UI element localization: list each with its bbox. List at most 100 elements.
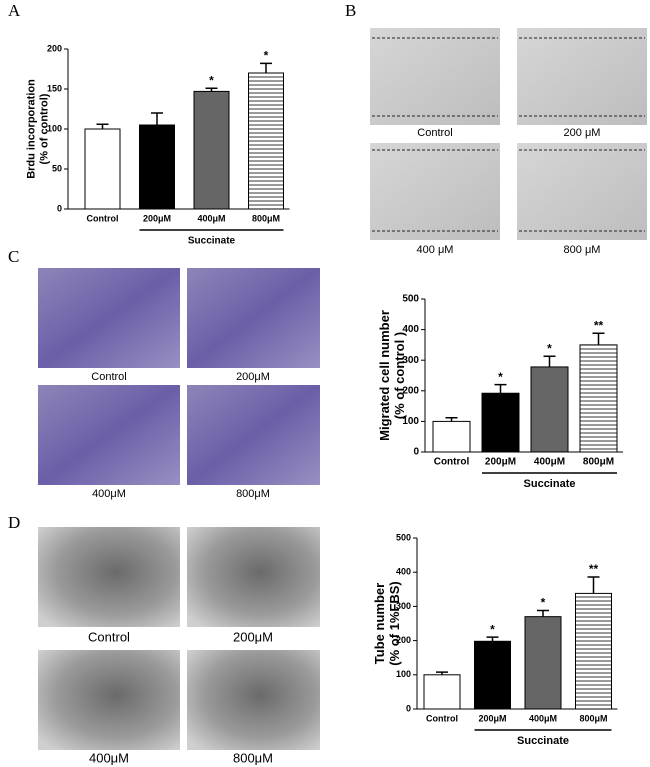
micrograph	[517, 143, 647, 240]
wound-edges	[372, 37, 645, 232]
x-tick-label: 200μM	[478, 713, 506, 723]
group-label: Succinate	[517, 735, 569, 747]
y-axis-label: (% of control )	[392, 332, 407, 419]
y-tick-label: 300	[402, 355, 419, 366]
error-bar	[205, 87, 218, 92]
micrographs-b	[370, 28, 647, 240]
micrograph	[187, 527, 320, 627]
group-label: Succinate	[188, 236, 236, 247]
significance-mark: *	[264, 49, 269, 63]
error-bar	[587, 576, 600, 594]
x-tick-label: 800μM	[252, 213, 280, 223]
x-tick-label: 400μM	[529, 713, 557, 723]
micrograph	[187, 268, 320, 368]
y-tick-label: 200	[402, 385, 419, 396]
y-tick-label: 100	[47, 123, 62, 133]
x-tick-label: 800μM	[579, 713, 607, 723]
x-tick-label: 400μM	[534, 457, 565, 468]
y-tick-label: 0	[406, 703, 411, 713]
error-bar	[260, 62, 272, 73]
micrograph	[370, 143, 500, 240]
image-caption: 200 μM	[564, 127, 601, 139]
micrograph	[38, 268, 180, 368]
y-tick-label: 150	[47, 83, 62, 93]
y-tick-label: 400	[396, 567, 411, 577]
y-tick-label: 100	[396, 669, 411, 679]
y-axis-label: Tube number	[372, 583, 387, 664]
image-caption: Control	[417, 127, 452, 139]
image-caption: 400 μM	[417, 244, 454, 256]
error-bar	[96, 123, 109, 129]
error-bar	[543, 355, 556, 367]
image-caption: 800μM	[233, 750, 273, 765]
micrograph	[38, 527, 180, 627]
y-tick-label: 400	[402, 324, 419, 335]
significance-mark: *	[209, 73, 214, 87]
significance-mark: *	[490, 622, 495, 636]
micrographs-c	[38, 268, 320, 485]
y-tick-label: 200	[47, 43, 62, 53]
y-axis-label: (% of 1%FBS)	[387, 581, 402, 666]
significance-mark: *	[498, 370, 503, 384]
error-bar	[537, 609, 549, 617]
bar	[139, 124, 175, 210]
micrograph	[517, 28, 647, 125]
bar	[524, 616, 562, 710]
y-tick-label: 500	[396, 532, 411, 542]
significance-mark: **	[589, 562, 599, 576]
y-axis-label: (% of control)	[38, 93, 50, 164]
image-caption: 800μM	[236, 488, 270, 500]
x-tick-label: 800μM	[583, 457, 614, 468]
image-caption: 800 μM	[564, 244, 601, 256]
image-caption: 400μM	[92, 488, 126, 500]
image-caption: Control	[88, 629, 130, 644]
y-tick-label: 50	[52, 163, 62, 173]
x-tick-label: 200μM	[143, 213, 171, 223]
panel-label: B	[345, 1, 356, 20]
error-bar	[151, 112, 163, 125]
panel-label: D	[8, 513, 20, 532]
y-tick-label: 0	[57, 203, 62, 213]
x-tick-label: Control	[426, 713, 458, 723]
micrograph	[187, 650, 320, 750]
x-tick-label: 200μM	[485, 457, 516, 468]
bar	[193, 90, 230, 210]
error-bar	[436, 671, 448, 675]
significance-mark: *	[541, 596, 546, 610]
bar	[474, 640, 511, 710]
error-bar	[592, 332, 605, 345]
y-tick-label: 300	[396, 601, 411, 611]
y-tick-label: 100	[402, 416, 419, 427]
micrograph	[370, 28, 500, 125]
image-caption: 200μM	[233, 629, 273, 644]
x-tick-label: Control	[434, 457, 470, 468]
image-caption: 200μM	[236, 371, 270, 383]
y-tick-label: 0	[413, 447, 419, 458]
image-caption: Control	[91, 371, 126, 383]
y-tick-label: 500	[402, 294, 419, 305]
bar	[248, 72, 284, 210]
error-bar	[494, 383, 507, 394]
micrograph	[38, 650, 180, 750]
bar	[530, 366, 569, 453]
error-bar	[445, 416, 458, 422]
micrograph	[187, 385, 320, 485]
bar	[579, 344, 618, 453]
bar	[575, 592, 612, 710]
panel-label: C	[8, 247, 19, 266]
bar	[84, 128, 121, 210]
y-tick-label: 200	[396, 635, 411, 645]
bar	[423, 674, 461, 710]
x-tick-label: 400μM	[197, 213, 225, 223]
micrograph	[38, 385, 180, 485]
error-bar	[486, 636, 499, 642]
y-axis-label: Migrated cell number	[377, 310, 392, 441]
group-label: Succinate	[524, 478, 576, 490]
significance-mark: **	[594, 318, 604, 332]
image-caption: 400μM	[89, 750, 129, 765]
y-axis-label: Brdu incorporation	[25, 79, 37, 179]
panel-label: A	[8, 1, 21, 20]
significance-mark: *	[547, 341, 552, 355]
